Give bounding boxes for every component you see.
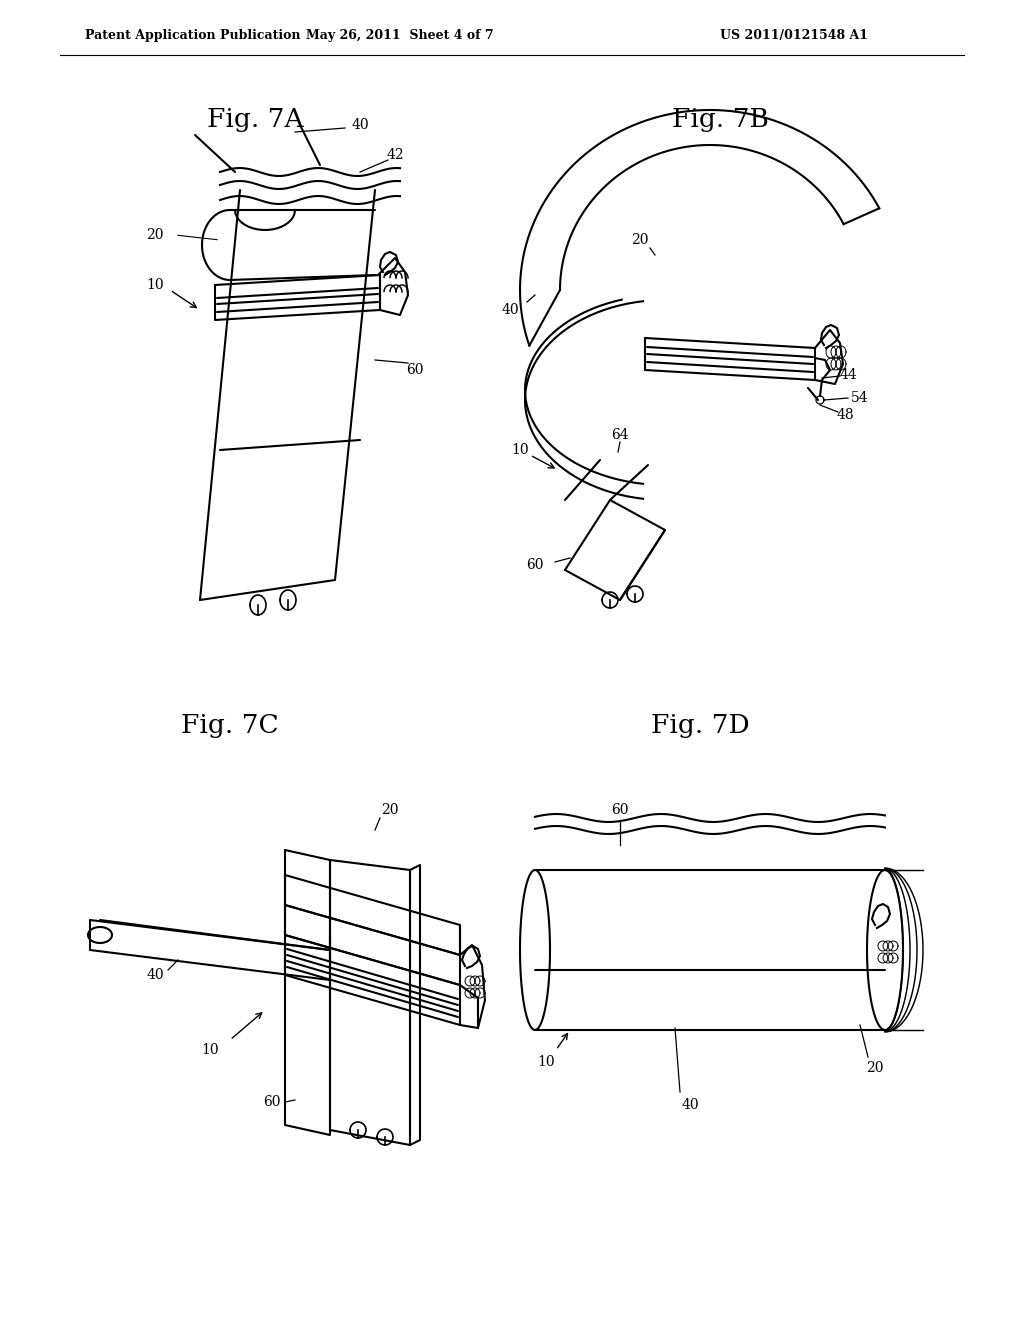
- Text: Fig. 7C: Fig. 7C: [181, 713, 279, 738]
- Text: 60: 60: [263, 1096, 281, 1109]
- Text: 20: 20: [381, 803, 398, 817]
- Text: 10: 10: [538, 1055, 555, 1069]
- Text: Fig. 7D: Fig. 7D: [650, 713, 750, 738]
- Text: Patent Application Publication: Patent Application Publication: [85, 29, 300, 41]
- Text: 42: 42: [386, 148, 403, 162]
- Text: 60: 60: [611, 803, 629, 817]
- Text: 10: 10: [146, 279, 164, 292]
- Text: 54: 54: [851, 391, 868, 405]
- Text: 60: 60: [526, 558, 544, 572]
- Text: 10: 10: [511, 444, 528, 457]
- Text: 44: 44: [839, 368, 857, 381]
- Text: 64: 64: [611, 428, 629, 442]
- Text: US 2011/0121548 A1: US 2011/0121548 A1: [720, 29, 868, 41]
- Text: 20: 20: [866, 1061, 884, 1074]
- Text: Fig. 7B: Fig. 7B: [672, 107, 768, 132]
- Text: 20: 20: [146, 228, 164, 242]
- Text: 20: 20: [631, 234, 649, 247]
- Text: 10: 10: [201, 1043, 219, 1057]
- Text: 40: 40: [146, 968, 164, 982]
- Text: Fig. 7A: Fig. 7A: [207, 107, 303, 132]
- Text: 40: 40: [351, 117, 369, 132]
- Text: May 26, 2011  Sheet 4 of 7: May 26, 2011 Sheet 4 of 7: [306, 29, 494, 41]
- Text: 40: 40: [501, 304, 519, 317]
- Text: 48: 48: [837, 408, 854, 422]
- Text: 40: 40: [681, 1098, 698, 1111]
- Text: 60: 60: [407, 363, 424, 378]
